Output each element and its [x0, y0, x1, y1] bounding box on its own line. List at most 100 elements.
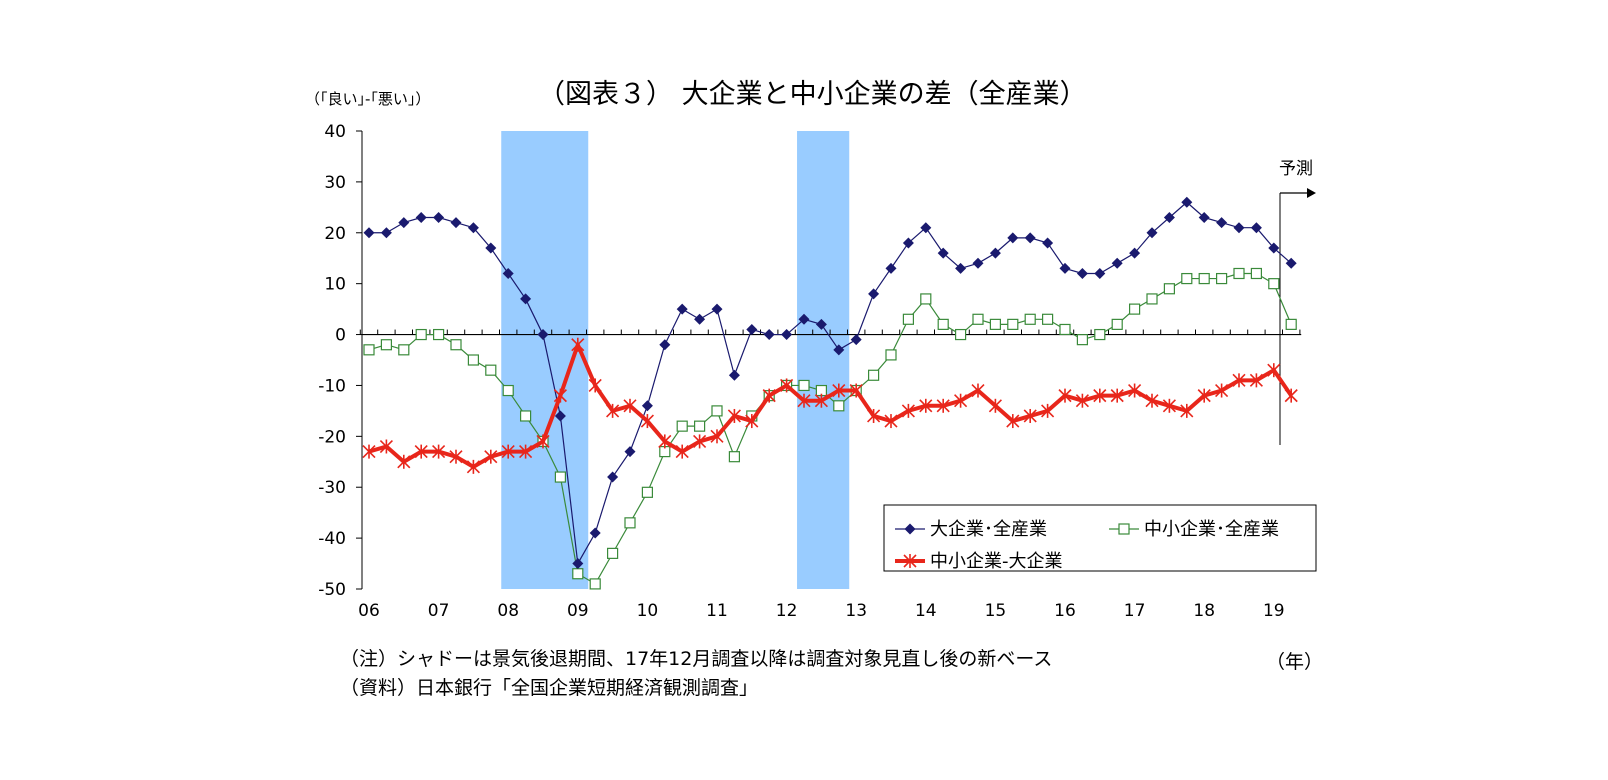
legend-label: 大企業･全産業: [930, 519, 1047, 540]
series-1-point: [833, 344, 845, 356]
x-tick-label: 16: [1054, 601, 1076, 621]
series-2-point: [363, 344, 375, 356]
series-2-point: [1268, 278, 1280, 290]
series-2-point: [885, 349, 897, 361]
series-2-point: [1128, 303, 1141, 315]
series-3-point: [571, 337, 585, 352]
series-1-point: [1233, 222, 1245, 234]
series-2-point: [676, 420, 688, 432]
y-axis: 40 30 20 10 0 -10 -20 -30 -40 -50: [318, 122, 363, 600]
y-tick-label: -20: [318, 427, 346, 447]
series-2-point: [502, 384, 514, 397]
series-1-point: [520, 293, 532, 305]
series-3-point: [901, 403, 915, 418]
y-tick-label: -10: [318, 376, 346, 396]
y-tick-label: -50: [318, 580, 346, 600]
series-2-point: [711, 405, 723, 417]
series-1-point: [989, 247, 1001, 259]
series-3-point: [588, 378, 602, 393]
series-1-point: [798, 313, 810, 325]
series-3-point: [780, 378, 794, 393]
series-1-point: [1129, 247, 1141, 259]
series-2-point: [1094, 328, 1106, 341]
series-1-point: [885, 262, 897, 274]
series-1-point: [920, 222, 932, 234]
x-tick-label: 06: [358, 601, 380, 621]
series-3-point: [623, 398, 637, 413]
series-1-point: [1024, 232, 1036, 244]
series-1-point: [433, 212, 445, 224]
series-2-point: [450, 339, 462, 351]
series-3-point: [1267, 363, 1281, 378]
series-3-point: [954, 393, 968, 408]
legend-swatch-marker: [1118, 523, 1130, 535]
series-3-point: [797, 393, 811, 408]
series-2-point: [1059, 323, 1071, 336]
series-1-point: [746, 323, 758, 335]
series-1-point: [1042, 237, 1054, 249]
series-1-point: [1059, 262, 1071, 274]
series-3-point: [640, 414, 654, 429]
series-2-point: [1285, 318, 1297, 330]
series-1-point: [1285, 257, 1297, 269]
series-2-point: [1163, 283, 1176, 295]
forecast-marker: 予測: [1279, 159, 1316, 445]
legend-label: 中小企業-大企業: [930, 551, 1063, 572]
series-3-point: [1145, 393, 1159, 408]
series-3-point: [536, 434, 550, 449]
series-1-point: [711, 303, 723, 315]
series-2-point: [1146, 293, 1158, 305]
series-1-point: [781, 329, 793, 341]
series-3-point: [1284, 388, 1298, 403]
series-2-point: [589, 578, 601, 590]
legend-label: 中小企業･全産業: [1144, 519, 1279, 540]
series-1-point: [676, 303, 688, 315]
series-3-point: [553, 388, 567, 403]
x-tick-label: 15: [985, 601, 1007, 621]
x-tick-label: 08: [497, 601, 519, 621]
x-axis: 06 07 08 09 10 11 12 13 14 15 16 17 18 19: [358, 329, 1302, 621]
x-tick-label: 07: [428, 601, 450, 621]
series-1-point: [398, 217, 410, 229]
series-3-point: [466, 459, 480, 474]
series-1-line: [369, 201, 1292, 565]
series-3-point: [414, 444, 428, 459]
y-tick-label: -30: [318, 478, 346, 498]
series-3-point: [849, 383, 863, 398]
series-2-point: [920, 293, 932, 305]
series-3-point: [484, 449, 498, 464]
series-2-point: [485, 364, 497, 376]
series-1-point: [659, 339, 671, 351]
series-3-point: [1110, 388, 1124, 403]
series-1-point: [902, 237, 914, 249]
series-1-point: [641, 400, 653, 412]
series-3-point: [1215, 383, 1229, 398]
forecast-arrow-head: [1307, 188, 1316, 198]
series-1-point: [850, 334, 862, 346]
series-3-point: [884, 414, 898, 429]
y-tick-label: 0: [335, 326, 346, 346]
series-2-point: [1215, 272, 1228, 285]
y-tick-label: 30: [324, 173, 346, 193]
series-2-point: [833, 400, 845, 412]
series-3-point: [832, 383, 846, 398]
x-axis-unit-label: （年）: [1266, 651, 1323, 673]
series-1-point: [1216, 217, 1228, 229]
series-3-point: [501, 444, 515, 459]
legend-swatch-marker: [904, 523, 916, 535]
series-3-point: [1093, 388, 1107, 403]
series-2-point: [1111, 318, 1123, 330]
series-2-point: [398, 344, 410, 356]
series-3-point: [988, 398, 1002, 413]
series-1-point: [1094, 267, 1106, 279]
series-1-point: [1181, 196, 1193, 208]
series-2-point: [1181, 272, 1193, 285]
series-1-point: [502, 267, 514, 279]
series-3-point: [1162, 398, 1176, 413]
recession-shading: [501, 131, 850, 589]
series-1-point: [868, 288, 880, 300]
series-2-point: [624, 517, 636, 529]
series-1-point: [1268, 242, 1280, 254]
series-1-point: [450, 217, 462, 229]
